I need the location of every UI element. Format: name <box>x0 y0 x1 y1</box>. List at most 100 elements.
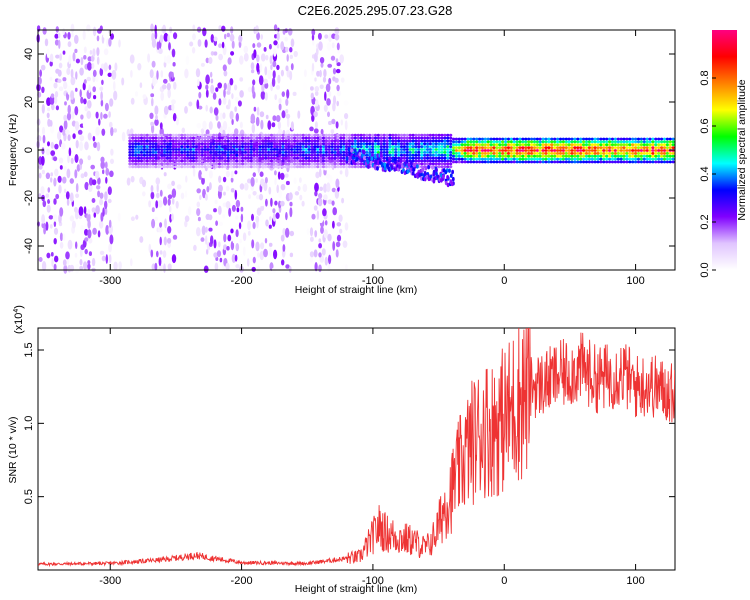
spectrogram-cell <box>310 162 314 166</box>
spectrogram-cell <box>99 192 104 199</box>
spectrogram-cell <box>194 153 198 157</box>
spectrogram-cell <box>63 166 67 171</box>
spectrogram-cell <box>217 145 222 149</box>
spectrogram-cell <box>587 152 592 155</box>
spectrogram-cell <box>230 228 234 234</box>
spectrogram-cell <box>336 139 340 143</box>
spectrogram-cell <box>599 143 603 147</box>
spectrogram-cell <box>576 143 580 147</box>
spectrogram-cell <box>593 140 597 144</box>
spectrogram-cell <box>475 160 479 164</box>
spectrogram-cell <box>304 142 308 146</box>
spectrogram-cell <box>174 142 178 146</box>
spectrogram-cell <box>394 148 398 151</box>
spectrogram-cell <box>63 195 66 200</box>
spectrogram-cell <box>64 101 67 106</box>
spectrogram-cell <box>402 151 406 154</box>
spectrogram-cell <box>662 143 667 147</box>
spectrogram-cell <box>229 151 233 154</box>
spectrogram-cell <box>304 159 308 163</box>
spectrogram-cell <box>87 260 91 265</box>
spectrogram-cell <box>512 152 516 155</box>
spectrogram-cell <box>49 224 53 229</box>
spectrogram-cell <box>264 153 268 157</box>
spectrogram-cell <box>307 136 311 140</box>
spectrogram-cell <box>189 156 193 160</box>
spectrogram-cell <box>142 148 146 151</box>
spectrogram-cell <box>295 162 300 166</box>
spectrogram-cell <box>613 140 618 144</box>
spectrogram-cell <box>547 137 551 141</box>
spectrogram-cell <box>579 160 583 164</box>
spectrogram-cell <box>177 165 181 169</box>
spectrogram-cell <box>446 153 450 157</box>
spectrogram-cell <box>196 201 201 208</box>
spectrogram-cell <box>142 191 146 197</box>
spectrogram-cell <box>95 205 100 215</box>
spectrogram-cell <box>654 146 658 150</box>
spectrogram-cell <box>345 156 349 161</box>
spectrogram-cell <box>293 156 297 160</box>
spectrogram-cell <box>311 213 316 220</box>
spectrogram-cell <box>102 207 105 217</box>
spectrogram-cell <box>251 213 254 221</box>
spectrogram-cell <box>249 139 253 143</box>
spectrogram-cell <box>402 136 406 140</box>
spectrogram-cell <box>255 136 259 140</box>
spectrogram-cell <box>197 216 201 222</box>
spectrogram-cell <box>550 154 554 158</box>
spectrogram-cell <box>645 149 649 152</box>
spectrogram-cell <box>275 133 279 137</box>
spectrogram-cell <box>504 157 508 161</box>
spectrogram-cell <box>105 168 110 176</box>
spectrogram-cell <box>556 140 560 144</box>
spectrogram-cell <box>355 157 359 162</box>
spectrogram-cell <box>610 154 615 158</box>
spectrogram-cell <box>342 151 346 154</box>
spectrogram-cell <box>232 156 236 160</box>
spectrogram-cell <box>261 153 265 157</box>
spectrogram-cell <box>163 139 167 143</box>
spectrogram-cell <box>149 69 154 79</box>
spectrogram-cell <box>619 154 623 158</box>
spectrogram-cell <box>196 188 201 194</box>
spectrogram-cell <box>356 145 360 149</box>
spectrogram-cell <box>446 133 450 137</box>
spectrogram-cell <box>339 170 343 175</box>
spectrogram-cell <box>151 218 156 229</box>
spectrogram-cell <box>41 261 47 271</box>
spectrogram-cell <box>157 162 161 166</box>
spectrogram-cell <box>185 55 190 65</box>
spectrogram-cell <box>371 139 375 143</box>
spectrogram-cell <box>93 95 97 100</box>
spectrogram-cell <box>156 250 159 258</box>
spectrogram-cell <box>342 136 346 140</box>
spectrogram-cell <box>243 148 248 151</box>
snr-x-ticks: -300 -200 -100 0 100 <box>99 328 645 587</box>
spectrogram-x-axis-label: Height of straight line (km) <box>295 284 418 296</box>
spectrogram-cell <box>437 142 441 146</box>
spectrogram-cell <box>163 55 167 63</box>
spectrogram-cell <box>247 220 251 231</box>
spectrogram-cell <box>628 149 632 152</box>
spectrogram-cell <box>148 165 152 169</box>
spectrogram-cell <box>142 153 146 157</box>
spectrogram-cell <box>159 250 163 255</box>
spectrogram-cell <box>130 258 133 267</box>
spectrogram-cell <box>75 139 79 149</box>
spectrogram-cell <box>217 153 222 157</box>
spectrogram-cell <box>226 32 230 38</box>
spectrogram-cell <box>264 159 268 163</box>
spectrogram-cell <box>202 120 207 130</box>
spectrogram-cell <box>134 91 139 97</box>
spectrogram-cell <box>573 154 577 158</box>
spectrogram-cell <box>232 233 236 244</box>
spectrogram-x-ticks: -300 -200 -100 0 100 <box>99 30 645 287</box>
spectrogram-cell <box>319 165 323 169</box>
spectrogram-cell <box>326 42 332 51</box>
spectrogram-cell <box>206 162 210 166</box>
spectrogram-cell <box>131 151 135 154</box>
spectrogram-cell <box>341 197 345 204</box>
spectrogram-cell <box>163 236 167 246</box>
spectrogram-cell <box>150 93 155 98</box>
